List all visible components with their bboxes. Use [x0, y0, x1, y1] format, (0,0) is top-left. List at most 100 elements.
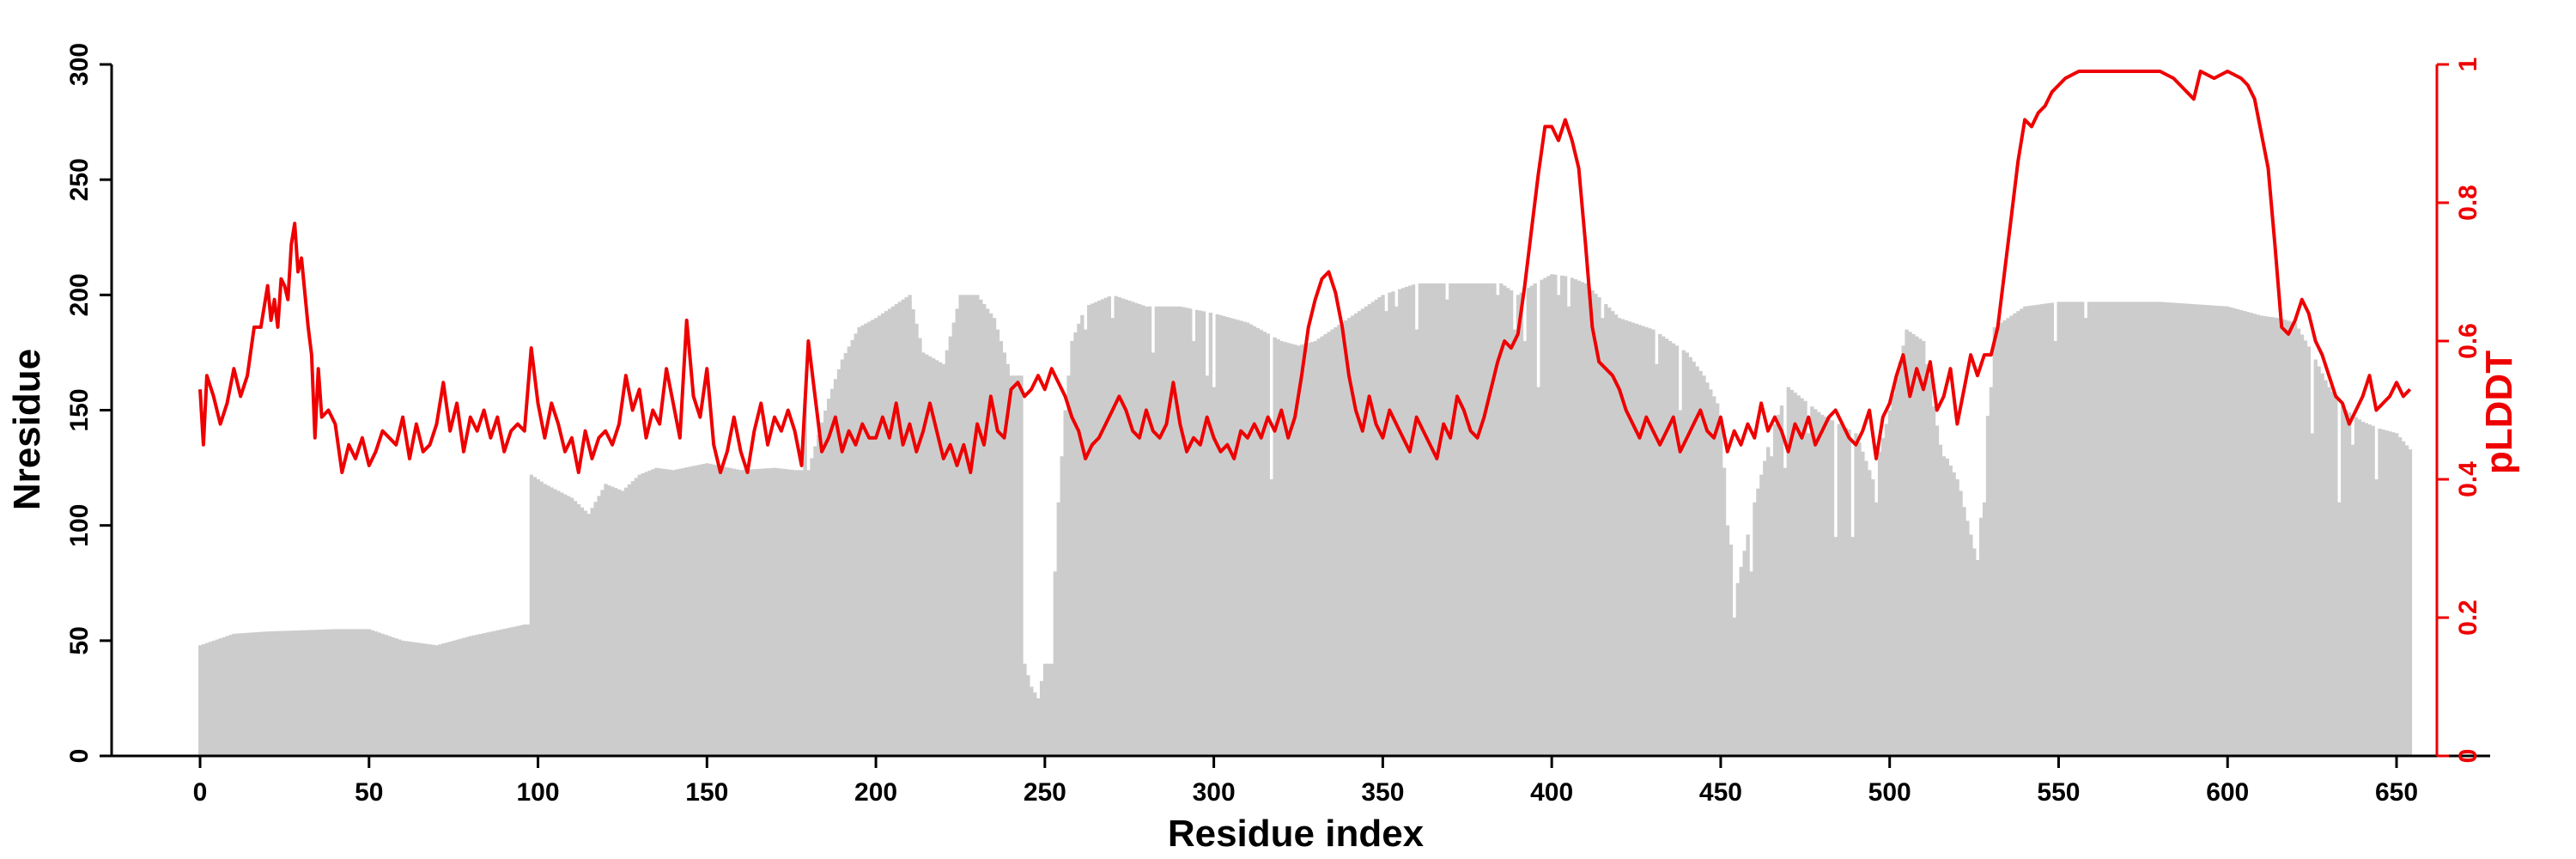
bar	[2205, 305, 2209, 756]
bar	[2026, 306, 2031, 757]
bar	[455, 639, 459, 756]
bar	[370, 630, 375, 756]
bar	[235, 633, 240, 756]
bar	[468, 636, 473, 756]
bar	[2408, 449, 2413, 756]
bar	[586, 514, 591, 756]
bar	[576, 503, 581, 756]
bar	[394, 638, 398, 756]
bar	[1425, 283, 1429, 756]
bar	[2202, 304, 2207, 756]
bar	[988, 313, 993, 756]
bar	[1060, 456, 1064, 756]
bar	[269, 631, 274, 756]
bar	[1249, 324, 1254, 756]
bar	[1985, 416, 1990, 756]
bar	[478, 633, 483, 756]
bar	[762, 468, 767, 756]
bar	[2032, 305, 2038, 756]
bar	[1637, 325, 1642, 756]
bar	[715, 465, 720, 756]
bar	[434, 645, 439, 756]
bar	[941, 363, 946, 756]
bar	[914, 323, 919, 757]
bar	[215, 639, 220, 756]
bar	[1232, 319, 1236, 756]
bar	[1935, 425, 1940, 756]
x-tick-label: 350	[1361, 778, 1404, 807]
bar	[2087, 302, 2092, 756]
bar	[1468, 283, 1473, 756]
bar	[803, 399, 807, 756]
x-tick-label: 250	[1024, 778, 1066, 807]
bar	[1506, 288, 1510, 756]
bar	[1844, 427, 1848, 756]
bar	[1479, 283, 1483, 756]
bar	[1611, 311, 1615, 756]
bar	[1769, 456, 1774, 756]
bar	[1965, 521, 1970, 756]
bar	[1445, 299, 1449, 756]
bar	[2128, 302, 2132, 756]
bar	[529, 474, 534, 756]
bar	[232, 633, 236, 756]
bar	[2039, 304, 2044, 756]
bar	[1978, 517, 1984, 756]
bar	[1077, 323, 1081, 757]
bar	[2182, 303, 2186, 756]
bar	[617, 489, 622, 756]
bar	[1732, 618, 1737, 756]
bar	[333, 629, 337, 756]
bar	[536, 479, 540, 756]
bar	[2397, 437, 2403, 756]
bar	[2242, 311, 2247, 756]
bar	[1624, 320, 1629, 756]
bar	[1218, 314, 1223, 756]
bar	[810, 458, 814, 756]
bar	[1739, 566, 1743, 756]
bar	[1269, 479, 1273, 756]
bar	[1066, 375, 1071, 756]
bar	[1945, 458, 1949, 756]
bar	[1931, 406, 1936, 756]
bar	[515, 625, 520, 756]
bar	[252, 632, 257, 756]
bar	[1840, 425, 1844, 756]
bar	[1316, 338, 1321, 756]
bar	[398, 639, 402, 756]
bar	[1728, 545, 1734, 756]
bar	[492, 631, 496, 756]
bar	[1512, 329, 1517, 756]
bar	[1103, 297, 1109, 756]
bar	[1803, 400, 1807, 756]
bar	[1046, 663, 1051, 756]
bar	[955, 308, 959, 756]
bar	[2141, 302, 2146, 756]
bar	[674, 469, 679, 756]
x-tick-label: 450	[1699, 778, 1742, 807]
bar	[1776, 414, 1781, 756]
bar	[1695, 366, 1699, 756]
bar	[823, 410, 828, 756]
bar	[2381, 430, 2385, 756]
bar	[1674, 345, 1680, 756]
bar	[1597, 297, 1601, 756]
bar	[972, 295, 976, 757]
bar	[2165, 302, 2169, 756]
bar	[1259, 330, 1264, 756]
x-tick-label: 200	[854, 778, 897, 807]
nresidue-bars	[198, 274, 2413, 757]
bar	[1070, 341, 1074, 756]
bar	[630, 481, 635, 756]
bar	[2371, 425, 2375, 756]
bar	[1293, 344, 1297, 756]
bar	[1658, 333, 1662, 756]
bar	[1563, 276, 1568, 757]
bar	[1884, 423, 1889, 756]
bar	[2317, 366, 2321, 756]
bar	[1962, 507, 1966, 756]
bar	[1198, 310, 1203, 757]
bar	[2378, 428, 2382, 756]
bar	[745, 469, 750, 756]
bar	[1009, 375, 1013, 756]
